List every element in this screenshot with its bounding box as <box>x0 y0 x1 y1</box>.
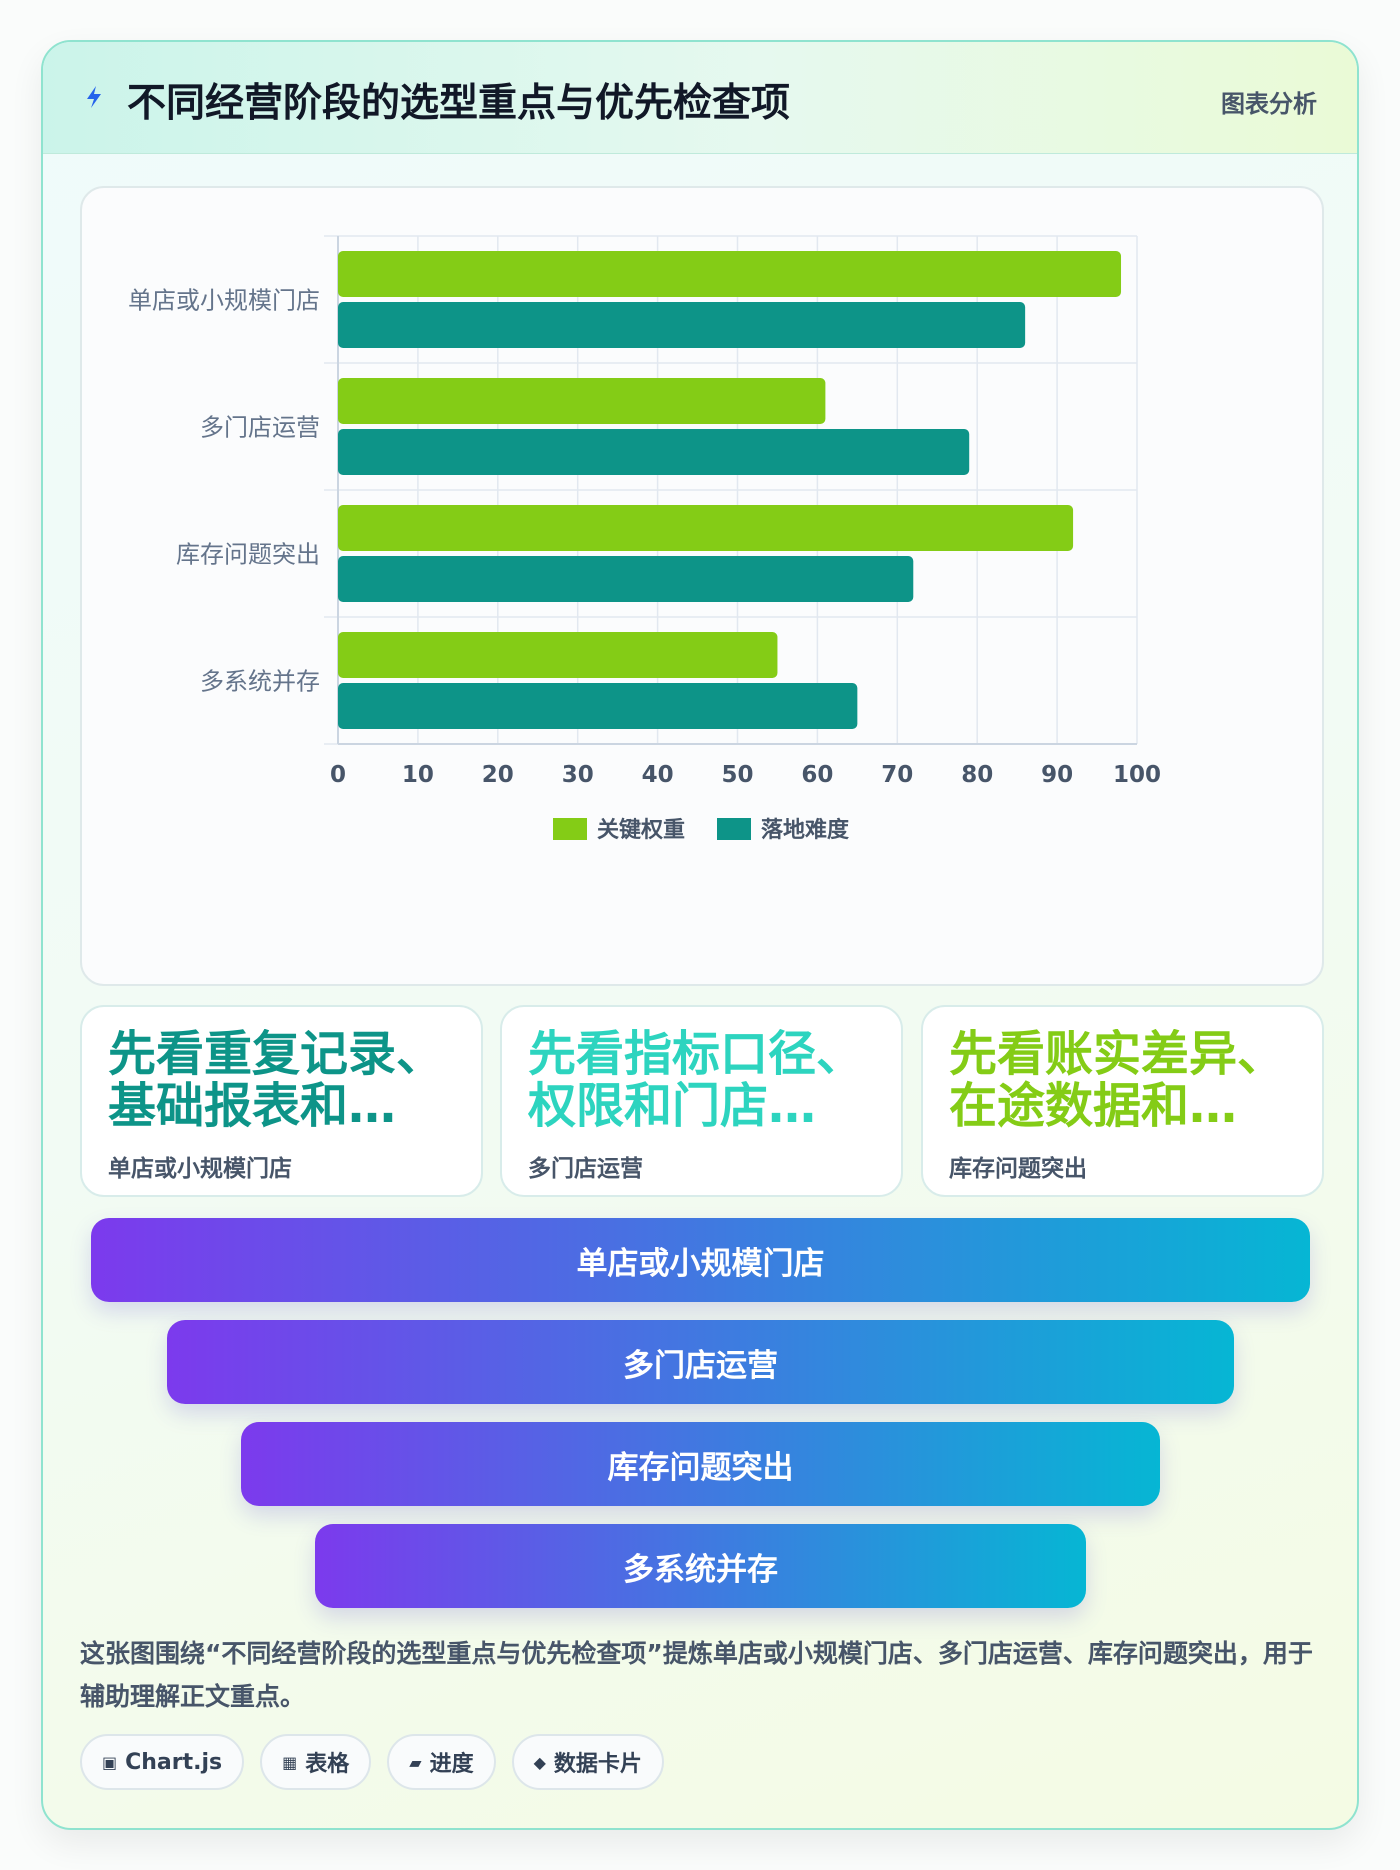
funnel-stage-single-store: 单店或小规模门店 <box>91 1218 1310 1302</box>
x-tick-label: 60 <box>801 762 833 788</box>
tag-label: 数据卡片 <box>553 1752 642 1777</box>
x-tick-label: 40 <box>642 762 674 788</box>
stat-card-label: 多门店运营 <box>528 1156 643 1182</box>
table-icon: ▦ <box>282 1752 298 1772</box>
data-card-icon: ◆ <box>533 1752 546 1772</box>
y-tick-label: 多系统并存 <box>200 668 320 696</box>
x-tick-label: 100 <box>1113 762 1161 788</box>
tag-progress[interactable]: ▰ 进度 <box>387 1734 496 1790</box>
x-tick-label: 90 <box>1041 762 1073 788</box>
x-tick-label: 70 <box>881 762 913 788</box>
x-tick-label: 80 <box>961 762 993 788</box>
x-tick-label: 20 <box>482 762 514 788</box>
tag-chartjs[interactable]: ▣ Chart.js <box>80 1734 245 1790</box>
stat-card-inventory: 先看账实差异、在途数据和… 库存问题突出 <box>921 1005 1324 1197</box>
bar <box>338 556 914 602</box>
funnel-stage-multi-system: 多系统并存 <box>315 1524 1086 1608</box>
bar <box>338 251 1122 297</box>
funnel-stage-inventory: 库存问题突出 <box>241 1422 1160 1506</box>
y-tick-label: 库存问题突出 <box>176 541 320 569</box>
stat-card-value: 先看重复记录、基础报表和… <box>108 1029 445 1134</box>
funnel-stage-multi-store: 多门店运营 <box>167 1320 1234 1404</box>
stat-card-value: 先看指标口径、权限和门店… <box>528 1029 865 1134</box>
stat-card-multi-store: 先看指标口径、权限和门店… 多门店运营 <box>500 1005 903 1197</box>
page-title: 不同经营阶段的选型重点与优先检查项 <box>127 81 791 126</box>
bar <box>338 505 1074 551</box>
x-tick-label: 0 <box>330 762 346 788</box>
bar <box>338 683 858 729</box>
bar-chart-panel: 单店或小规模门店多门店运营库存问题突出多系统并存 0 10 20 30 40 50 60 70 8… <box>80 186 1324 986</box>
stat-card-label: 单店或小规模门店 <box>108 1156 292 1182</box>
tag-label: Chart.js <box>125 1749 223 1775</box>
tag-list: ▣ Chart.js ▦ 表格 ▰ 进度 ◆ 数据卡片 <box>80 1734 664 1790</box>
y-tick-label: 单店或小规模门店 <box>128 287 320 315</box>
card-header: 不同经营阶段的选型重点与优先检查项 图表分析 <box>43 42 1357 154</box>
chart-card: 不同经营阶段的选型重点与优先检查项 图表分析 单店或小规模门店 多门店运营 库存问题… <box>41 40 1359 1830</box>
legend-swatch <box>553 818 587 840</box>
tag-label: 进度 <box>429 1752 474 1777</box>
bar <box>338 302 1026 348</box>
tag-label: 表格 <box>305 1752 350 1777</box>
chart-description: 这张图围绕“不同经营阶段的选型重点与优先检查项”提炼单店或小规模门店、多门店运营… <box>80 1639 1313 1711</box>
stat-card-value: 先看账实差异、在途数据和… <box>949 1029 1286 1134</box>
chart-analysis-tag: 图表分析 <box>1221 90 1317 118</box>
bar <box>338 429 970 475</box>
legend-label: 落地难度 <box>761 817 850 843</box>
legend-swatch <box>717 818 751 840</box>
x-tick-label: 30 <box>562 762 594 788</box>
stat-card-label: 库存问题突出 <box>949 1156 1087 1182</box>
tag-data-card[interactable]: ◆ 数据卡片 <box>511 1734 664 1790</box>
chart-icon: ▣ <box>102 1752 118 1772</box>
y-tick-label: 多门店运营 <box>200 414 320 442</box>
legend-label: 关键权重 <box>597 817 685 843</box>
stat-card-single-store: 先看重复记录、基础报表和… 单店或小规模门店 <box>80 1005 483 1197</box>
lightning-icon <box>87 86 101 108</box>
x-tick-label: 50 <box>721 762 753 788</box>
tag-table[interactable]: ▦ 表格 <box>260 1734 372 1790</box>
bar <box>338 632 778 678</box>
bar <box>338 378 826 424</box>
x-tick-label: 10 <box>402 762 434 788</box>
progress-icon: ▰ <box>409 1752 422 1772</box>
